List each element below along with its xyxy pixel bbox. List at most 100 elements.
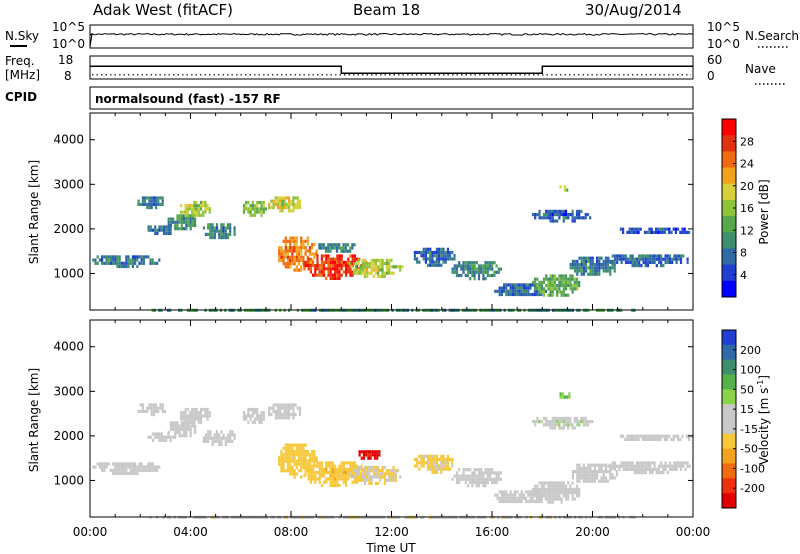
velocity-cell [540, 494, 543, 498]
velocity-cell [495, 471, 498, 475]
velocity-cell [369, 453, 372, 457]
power-cell [368, 265, 371, 269]
power-cell [186, 207, 189, 211]
power-cell [249, 210, 252, 214]
velocity-cell [194, 430, 197, 435]
velocity-cell [274, 403, 277, 407]
velocity-cell [520, 490, 523, 494]
velocity-cell [147, 465, 150, 469]
power-cell [664, 260, 667, 264]
velocity-cell [345, 483, 348, 487]
velocity-cell [392, 465, 395, 469]
velocity-cell [525, 499, 528, 504]
power-cell [329, 267, 332, 271]
velocity-cell [211, 439, 214, 443]
power-cell [291, 262, 294, 266]
power-cell [574, 266, 577, 270]
power-cell [120, 261, 123, 265]
power-cell [666, 227, 669, 231]
power-cell [575, 216, 579, 220]
power-cell [482, 270, 485, 274]
velocity-cell [151, 468, 154, 472]
power-cell [256, 204, 259, 208]
power-cell [534, 277, 537, 281]
power-cell [154, 231, 157, 235]
power-cell [549, 290, 552, 294]
power-cell [575, 277, 579, 281]
velocity-cell [538, 497, 541, 501]
power-cell [193, 213, 196, 217]
power-cell [295, 258, 298, 263]
velocity-cell [598, 463, 601, 467]
velocity-cell [361, 475, 364, 479]
velocity-cell [176, 424, 179, 428]
velocity-cell [611, 466, 614, 470]
power-cell [191, 217, 194, 221]
power-cell [292, 206, 295, 210]
velocity-cell [646, 437, 649, 441]
velocity-cell [295, 453, 298, 457]
power-cell [469, 261, 472, 265]
velocity-cell [306, 453, 309, 457]
velocity-cell [355, 469, 358, 473]
velocity-cell [231, 433, 234, 437]
velocity-cell [347, 471, 350, 475]
power-cell [567, 216, 570, 220]
velocity-cell [253, 411, 257, 415]
power-cell [220, 229, 223, 233]
velocity-cell [493, 471, 496, 475]
power-cell [509, 289, 512, 293]
velocity-cell [149, 468, 152, 472]
velocity-cell [186, 407, 189, 412]
power-cell [677, 227, 680, 231]
velocity-cell [440, 454, 443, 458]
velocity-cell [440, 461, 443, 465]
power-cell [357, 268, 360, 272]
velocity-cell [282, 465, 285, 470]
power-cell [525, 283, 528, 287]
power-cell [381, 271, 384, 275]
velocity-cell [602, 476, 605, 480]
power-cell [178, 217, 181, 221]
power-cell [94, 261, 97, 265]
velocity-cell [613, 464, 617, 468]
velocity-cell [180, 417, 183, 421]
power-cell [381, 268, 384, 272]
velocity-cell [342, 464, 345, 468]
power-cell [646, 257, 650, 261]
velocity-cell [206, 407, 209, 412]
power-cell [286, 239, 290, 243]
power-ytick-label: 3000 [53, 177, 84, 191]
velocity-cell [559, 395, 562, 399]
velocity-cell [431, 461, 434, 465]
velocity-cell [272, 409, 275, 413]
velocity-cell [562, 426, 565, 430]
velocity-cell [582, 416, 585, 420]
velocity-cell [98, 465, 101, 469]
velocity-cell [182, 411, 185, 415]
velocity-cell [668, 464, 672, 468]
velocity-cell [303, 474, 306, 478]
power-cell [300, 236, 303, 240]
velocity-cell [652, 437, 655, 441]
power-cell [629, 260, 632, 264]
power-cell [297, 255, 301, 259]
power-cell [674, 227, 677, 231]
velocity-cbar-tick-label: -15 [740, 423, 758, 436]
power-cell [379, 258, 382, 262]
power-cell [370, 262, 373, 266]
velocity-cell [556, 487, 559, 491]
velocity-cell [466, 468, 470, 472]
velocity-cell [657, 437, 660, 441]
velocity-cell [547, 497, 550, 501]
power-cell [186, 210, 189, 214]
velocity-cell [663, 434, 666, 438]
power-cell [582, 216, 585, 220]
velocity-cell [209, 436, 212, 440]
velocity-cell [372, 472, 375, 476]
power-cell [433, 254, 436, 258]
velocity-cell [496, 493, 499, 497]
velocity-cell [611, 464, 614, 468]
power-cell [482, 277, 485, 281]
velocity-cell [438, 457, 441, 462]
